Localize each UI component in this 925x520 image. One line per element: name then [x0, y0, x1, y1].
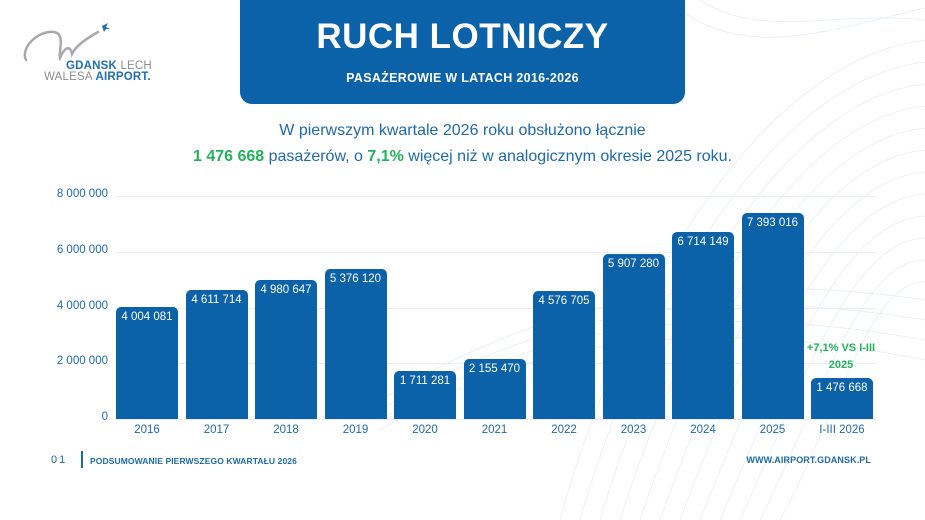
header-banner: RUCH LOTNICZY PASAŻEROWIE W LATACH 2016-…	[240, 0, 685, 104]
bar-value-label: 5 907 280	[607, 258, 660, 271]
x-axis-tick-label: 2023	[620, 424, 647, 436]
summary-line-2: 1 476 668 pasażerów, o 7,1% więcej niż w…	[193, 148, 732, 165]
plane-icon	[102, 23, 110, 32]
bar-value-label: 4 980 647	[260, 284, 312, 297]
x-axis-tick-label: 2024	[690, 424, 716, 436]
page-subtitle: PASAŻEROWIE W LATACH 2016-2026	[346, 71, 579, 85]
logo-text-line2: WALESA AIRPORT.	[44, 71, 151, 83]
x-axis-tick-label: 2019	[342, 424, 369, 436]
x-axis-tick-label: 2018	[273, 424, 299, 436]
bar-value-label: 1 711 281	[399, 375, 451, 388]
bar-2019: 5 376 120	[324, 269, 387, 419]
x-axis-tick-label: 2022	[551, 424, 577, 436]
bar-value-label: 7 393 016	[746, 216, 799, 229]
bar-value-label: 4 576 705	[538, 295, 590, 308]
page-number: 01	[51, 454, 68, 466]
x-axis-tick-label: 2021	[481, 424, 508, 436]
x-axis-tick-label: 2016	[134, 424, 160, 436]
x-axis-tick-label: 2017	[203, 424, 230, 436]
bar-i-iii-2026: 1 476 668	[811, 377, 873, 419]
bar-2021: 2 155 470	[463, 358, 526, 419]
bar-value-label: 2 155 470	[468, 362, 521, 375]
page-title: RUCH LOTNICZY	[316, 17, 609, 56]
bar-value-label: 6 714 149	[677, 235, 729, 248]
y-axis-tick-label: 8 000 000	[56, 188, 108, 200]
bar-2018: 4 980 647	[255, 280, 317, 419]
logo-swoosh-icon	[23, 23, 110, 62]
logo-text-line1: GDANSK LECH	[66, 60, 152, 72]
growth-annotation: +7,1% VS I-III 2025	[806, 342, 876, 371]
y-axis-tick-label: 0	[101, 411, 108, 423]
summary-value: 1 476 668	[193, 148, 265, 165]
x-axis-tick-label: 2020	[412, 424, 438, 436]
bar-value-label: 5 376 120	[329, 273, 382, 286]
bar-2020: 1 711 281	[394, 371, 456, 419]
bar-2016: 4 004 081	[116, 307, 178, 419]
footer-website-link[interactable]: WWW.AIRPORT.GDANSK.PL	[746, 455, 871, 465]
footer-caption: PODSUMOWANIE PIERWSZEGO KWARTAŁU 2026	[90, 456, 297, 466]
x-axis-tick-label: 2025	[759, 424, 786, 436]
airport-logo	[18, 18, 158, 88]
bar-2025: 7 393 016	[741, 212, 804, 419]
gridline	[116, 419, 876, 420]
bar-2024: 6 714 149	[672, 231, 734, 419]
footer-divider	[81, 451, 83, 468]
y-axis-tick-label: 6 000 000	[56, 243, 108, 256]
gridline	[116, 251, 876, 253]
bar-2022: 4 576 705	[533, 291, 595, 419]
bar-value-label: 4 004 081	[121, 311, 173, 324]
y-axis-tick-label: 2 000 000	[56, 355, 108, 368]
y-axis-tick-label: 4 000 000	[56, 299, 108, 312]
bar-value-label: 1 476 668	[816, 381, 868, 394]
x-axis-tick-label: I-III 2026	[819, 424, 865, 436]
summary-percent: 7,1%	[367, 148, 404, 165]
bar-value-label: 4 611 714	[191, 294, 242, 307]
bar-2023: 5 907 280	[602, 254, 665, 419]
summary-line-1: W pierwszym kwartale 2026 roku obsłużono…	[279, 122, 646, 139]
bar-2017: 4 611 714	[185, 290, 248, 419]
gridline	[116, 196, 876, 197]
gridline	[116, 307, 876, 309]
